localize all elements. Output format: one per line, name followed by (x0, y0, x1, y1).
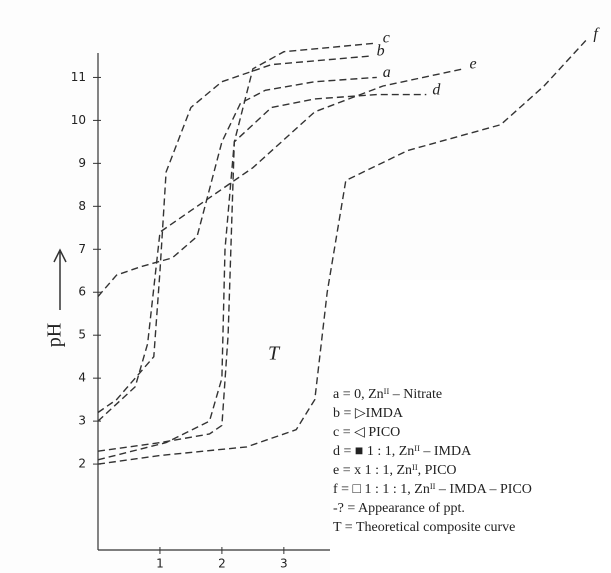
legend-entry: d = ■ 1 : 1, Znᴵᴵ – IMDA (333, 444, 472, 459)
y-tick-label: 10 (71, 113, 86, 127)
curve-label: d (432, 81, 441, 98)
y-tick-label: 7 (78, 242, 86, 256)
y-tick-label: 11 (71, 70, 86, 84)
y-tick-label: 5 (78, 328, 86, 342)
annotation: T (268, 343, 281, 365)
x-tick-label: 1 (156, 557, 164, 571)
curve-label: e (470, 56, 477, 73)
x-tick-label: 3 (280, 557, 288, 571)
y-tick-label: 8 (78, 199, 86, 213)
legend-entry: -? = Appearance of ppt. (333, 501, 465, 516)
legend-entry: T = Theoretical composite curve (333, 520, 515, 535)
legend-entry: f = □ 1 : 1 : 1, Znᴵᴵ – IMDA – PICO (333, 482, 532, 497)
y-tick-label: 6 (78, 285, 86, 299)
legend-entry: e = x 1 : 1, Znᴵᴵ, PICO (333, 463, 457, 478)
curve-label: c (383, 30, 390, 47)
legend-entry: a = 0, Znᴵᴵ – Nitrate (333, 387, 442, 402)
legend-entry: c = ◁ PICO (333, 425, 400, 440)
chart: pH 2345678910111234567abcdefT a = 0, Znᴵ… (0, 0, 611, 573)
y-tick-label: 3 (78, 414, 86, 428)
y-tick-label: 4 (78, 371, 86, 385)
curve-label: a (383, 64, 391, 81)
y-axis-label: pH (44, 323, 66, 347)
x-tick-label: 2 (218, 557, 226, 571)
legend-entry: b = ▷IMDA (333, 406, 404, 421)
y-tick-label: 2 (78, 457, 86, 471)
y-tick-label: 9 (78, 156, 86, 170)
